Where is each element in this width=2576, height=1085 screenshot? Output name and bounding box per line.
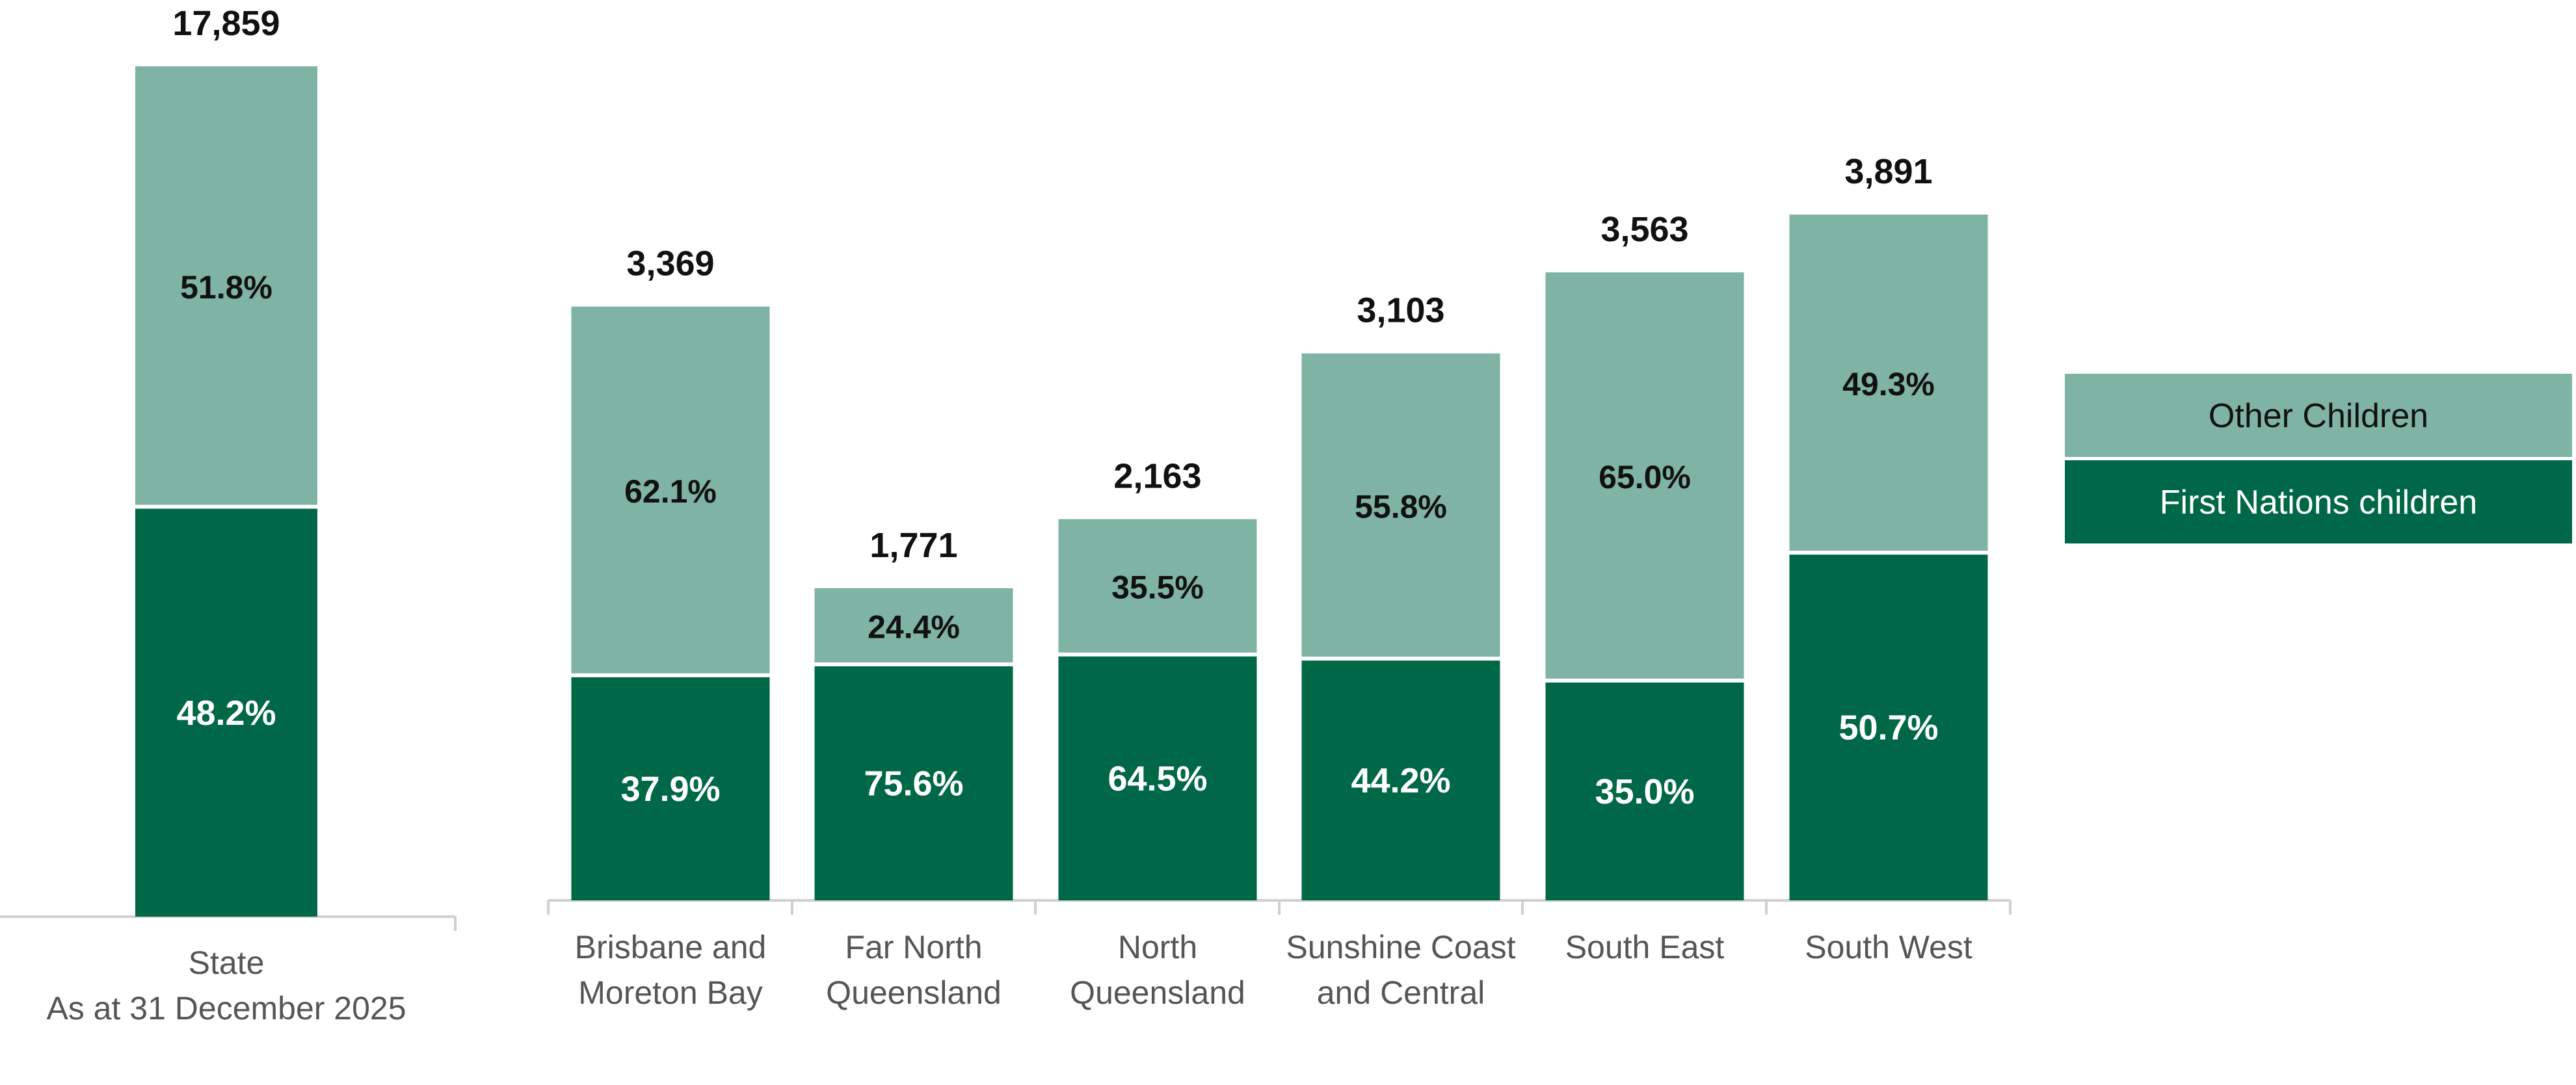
bar-other-children — [1058, 519, 1257, 655]
total-label: 1,771 — [870, 526, 957, 565]
total-label: 17,859 — [172, 4, 280, 43]
bar-first-nations — [1545, 680, 1744, 900]
total-label: 3,369 — [626, 244, 714, 283]
category-label: Queensland — [826, 974, 1002, 1011]
bar-first-nations — [814, 664, 1013, 900]
data-label-other-children: 62.1% — [624, 473, 717, 510]
bar-first-nations — [135, 506, 317, 917]
bar-other-children — [1789, 215, 1988, 553]
data-label-other-children: 35.5% — [1111, 569, 1204, 606]
category-label: As at 31 December 2025 — [46, 990, 406, 1026]
data-label-first-nations: 37.9% — [620, 770, 720, 809]
data-label-other-children: 49.3% — [1842, 366, 1935, 402]
total-label: 3,891 — [1844, 152, 1932, 191]
bar-other-children — [1301, 353, 1500, 659]
data-label-other-children: 65.0% — [1599, 459, 1691, 495]
bar-other-children — [814, 588, 1013, 664]
data-label-first-nations: 44.2% — [1351, 761, 1450, 800]
category-label: Moreton Bay — [578, 974, 762, 1011]
category-label: South West — [1805, 929, 1972, 965]
legend-label-other-children: Other Children — [2209, 397, 2428, 435]
data-label-first-nations: 48.2% — [176, 694, 276, 733]
total-label: 3,103 — [1357, 291, 1444, 330]
data-label-first-nations: 64.5% — [1108, 759, 1207, 798]
data-label-first-nations: 50.7% — [1839, 709, 1938, 748]
bar-first-nations — [1789, 553, 1988, 900]
data-label-first-nations: 75.6% — [864, 764, 963, 803]
category-label: South East — [1565, 929, 1725, 965]
category-label: Sunshine Coast — [1286, 929, 1515, 965]
category-label: Queensland — [1070, 974, 1245, 1011]
bar-other-children — [571, 306, 770, 675]
category-label: Brisbane and — [575, 929, 767, 965]
total-label: 2,163 — [1113, 457, 1201, 496]
legend-swatch-other-children — [2065, 374, 2572, 457]
category-label: State — [189, 945, 265, 981]
data-label-first-nations: 35.0% — [1595, 772, 1694, 811]
category-label: North — [1118, 929, 1197, 965]
bar-first-nations — [1301, 659, 1500, 900]
bar-first-nations — [1058, 654, 1257, 900]
total-label: 3,563 — [1600, 210, 1688, 249]
data-label-other-children: 51.8% — [180, 269, 272, 306]
category-label: and Central — [1317, 974, 1485, 1011]
category-label: Far North — [845, 929, 982, 965]
bar-first-nations — [571, 675, 770, 900]
legend-swatch-first-nations — [2065, 460, 2572, 543]
bar-other-children — [135, 66, 317, 507]
data-label-other-children: 24.4% — [868, 608, 960, 645]
data-label-other-children: 55.8% — [1355, 488, 1447, 525]
legend-label-first-nations: First Nations children — [2160, 484, 2477, 521]
bar-other-children — [1545, 272, 1744, 681]
